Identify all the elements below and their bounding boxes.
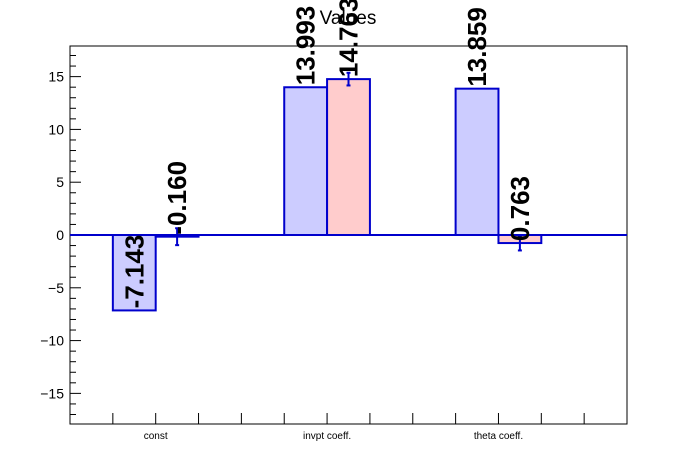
value-label: -7.143 [119, 235, 149, 309]
category-label: invpt coeff. [303, 431, 351, 442]
category-label: theta coeff. [474, 431, 523, 442]
bar [283, 86, 329, 236]
y-tick-label: 10 [48, 121, 64, 137]
y-tick-label: −10 [40, 333, 64, 349]
y-tick-label: −15 [40, 385, 64, 401]
bar [454, 87, 500, 236]
value-label: 13.993 [291, 6, 321, 86]
y-tick-label: −5 [48, 280, 64, 296]
value-label: 14.763 [334, 0, 364, 77]
value-label: -0.160 [162, 161, 192, 235]
y-tick-label: 0 [56, 227, 64, 243]
category-label: const [144, 431, 168, 442]
bar [326, 78, 371, 236]
y-tick-label: 5 [56, 174, 64, 190]
y-tick-label: 15 [48, 69, 64, 85]
chart-title: Values [320, 8, 377, 29]
value-label: 13.859 [462, 7, 492, 87]
value-label: 0.763 [505, 176, 535, 241]
